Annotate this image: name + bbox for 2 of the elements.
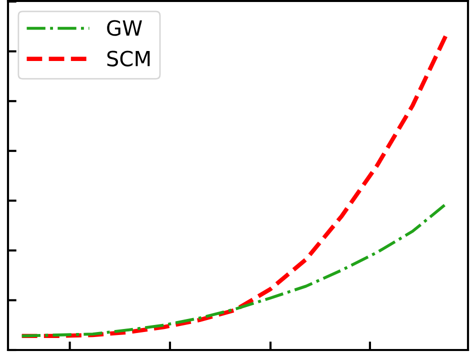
legend-label: GW bbox=[107, 20, 142, 36]
legend-label: SCM bbox=[107, 50, 150, 66]
